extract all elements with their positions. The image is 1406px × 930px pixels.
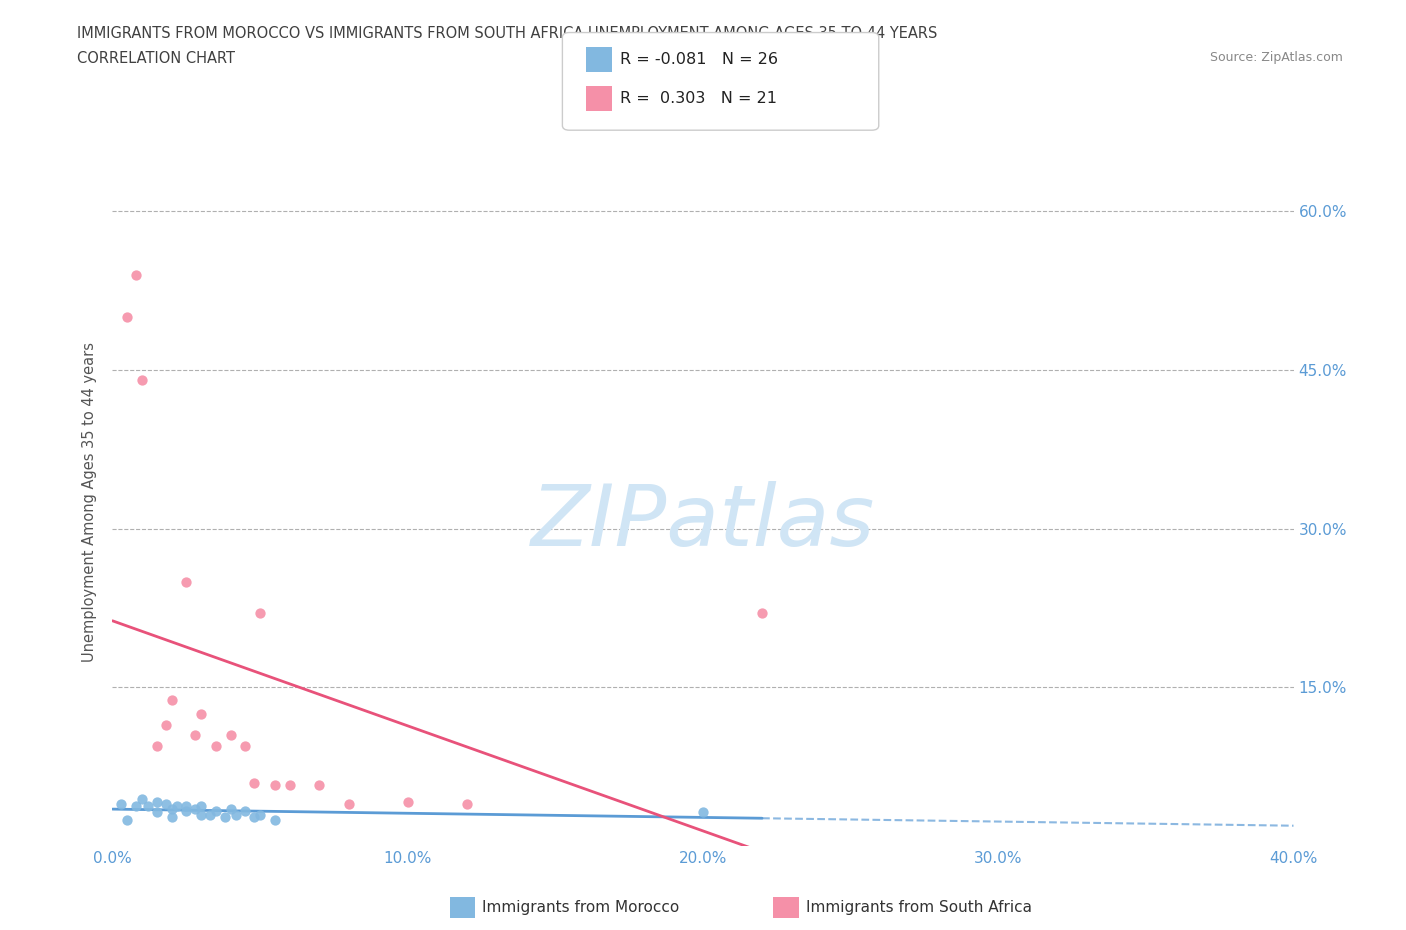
Point: [190, 707, 212, 722]
Point: [225, 807, 247, 822]
Text: IMMIGRANTS FROM MOROCCO VS IMMIGRANTS FROM SOUTH AFRICA UNEMPLOYMENT AMONG AGES : IMMIGRANTS FROM MOROCCO VS IMMIGRANTS FR…: [77, 26, 938, 41]
Point: [131, 373, 153, 388]
Text: Immigrants from South Africa: Immigrants from South Africa: [806, 900, 1032, 915]
Point: [219, 727, 242, 742]
Point: [219, 802, 242, 817]
Point: [174, 804, 197, 818]
Text: CORRELATION CHART: CORRELATION CHART: [77, 51, 235, 66]
Point: [117, 813, 138, 828]
Point: [198, 807, 221, 822]
Point: [249, 807, 271, 822]
Point: [184, 802, 207, 817]
Point: [131, 791, 153, 806]
Point: [692, 805, 714, 820]
Point: [174, 799, 197, 814]
Point: [233, 738, 256, 753]
Point: [155, 717, 177, 732]
Point: [146, 805, 169, 820]
Point: [214, 809, 236, 824]
Point: [125, 799, 148, 814]
Text: Source: ZipAtlas.com: Source: ZipAtlas.com: [1209, 51, 1343, 64]
Point: [337, 796, 360, 811]
Point: [146, 794, 169, 809]
Y-axis label: Unemployment Among Ages 35 to 44 years: Unemployment Among Ages 35 to 44 years: [82, 342, 97, 662]
Point: [160, 809, 183, 824]
Point: [160, 693, 183, 708]
Point: [264, 813, 287, 828]
Text: R = -0.081   N = 26: R = -0.081 N = 26: [620, 52, 778, 67]
Point: [190, 799, 212, 814]
Point: [751, 606, 773, 621]
Point: [125, 267, 148, 282]
Point: [205, 738, 228, 753]
Point: [146, 738, 169, 753]
Text: R =  0.303   N = 21: R = 0.303 N = 21: [620, 91, 778, 106]
Point: [184, 727, 207, 742]
Point: [155, 796, 177, 811]
Point: [308, 777, 330, 792]
Text: Immigrants from Morocco: Immigrants from Morocco: [482, 900, 679, 915]
Point: [456, 796, 478, 811]
Point: [205, 804, 228, 818]
Point: [166, 799, 188, 814]
Point: [174, 574, 197, 589]
Point: [160, 802, 183, 817]
Point: [136, 799, 159, 814]
Point: [396, 794, 419, 809]
Point: [278, 777, 301, 792]
Text: ZIPatlas: ZIPatlas: [531, 482, 875, 565]
Point: [243, 776, 266, 790]
Point: [243, 809, 266, 824]
Point: [264, 777, 287, 792]
Point: [117, 310, 138, 325]
Point: [110, 796, 132, 811]
Point: [190, 807, 212, 822]
Point: [233, 804, 256, 818]
Point: [249, 606, 271, 621]
